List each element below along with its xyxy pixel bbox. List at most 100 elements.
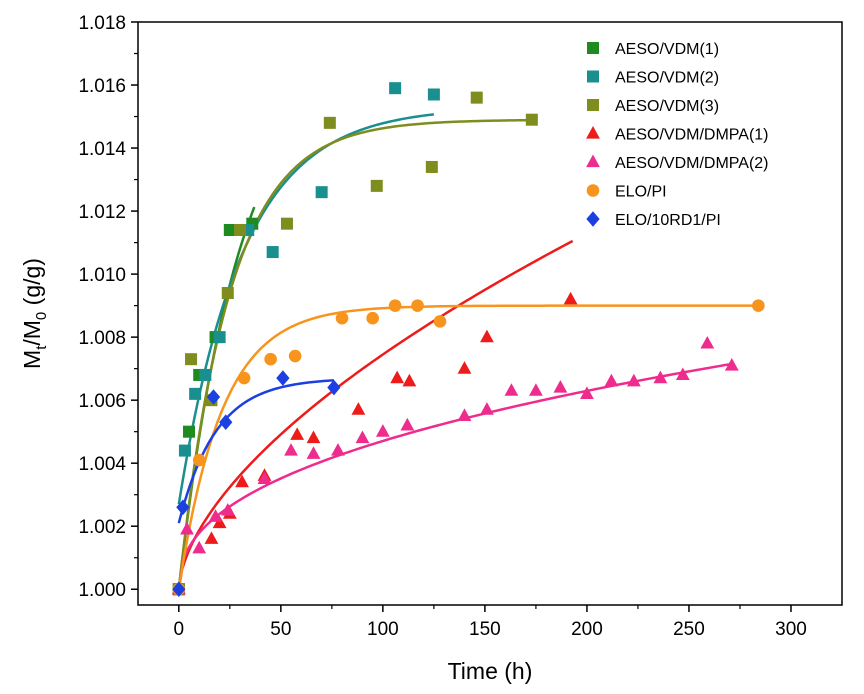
data-point xyxy=(604,373,619,387)
data-point xyxy=(563,291,578,305)
x-axis-title: Time (h) xyxy=(448,658,533,684)
y-tick-label: 1.008 xyxy=(78,328,126,349)
data-point xyxy=(700,335,715,349)
data-point xyxy=(400,417,415,431)
data-point xyxy=(375,424,390,437)
data-point xyxy=(457,361,472,374)
data-point xyxy=(427,88,440,101)
data-point xyxy=(724,357,739,371)
data-point xyxy=(480,329,494,343)
data-point xyxy=(221,287,234,300)
legend-label: AESO/VDM(2) xyxy=(615,70,719,87)
fit-curve xyxy=(177,239,574,590)
data-point xyxy=(178,444,191,457)
data-point xyxy=(335,311,349,325)
legend: AESO/VDM(1) AESO/VDM(2) AESO/VDM(3) AESO/VD… xyxy=(586,41,769,229)
data-point xyxy=(580,386,594,399)
data-point xyxy=(425,160,438,173)
data-point xyxy=(390,370,405,384)
data-point xyxy=(331,443,345,456)
data-point xyxy=(212,515,227,529)
data-point xyxy=(223,223,236,236)
data-point xyxy=(284,443,298,456)
data-point xyxy=(323,116,336,129)
data-point xyxy=(288,349,302,363)
legend-marker xyxy=(586,126,600,139)
data-point xyxy=(480,402,494,415)
data-point xyxy=(235,474,249,488)
plot-frame xyxy=(137,21,843,606)
x-tick-label: 250 xyxy=(673,619,705,640)
y-tick-label: 1.016 xyxy=(78,76,126,97)
data-point xyxy=(219,414,233,431)
y-tick-label: 1.000 xyxy=(78,580,126,601)
y-tick-label: 1.014 xyxy=(78,139,126,160)
x-tick-label: 200 xyxy=(571,619,603,640)
legend-label: AESO/VDM(1) xyxy=(615,41,719,58)
data-point xyxy=(204,531,219,544)
data-point xyxy=(192,540,207,554)
legend-label: ELO/10RD1/PI xyxy=(615,212,721,229)
data-point xyxy=(553,380,568,393)
data-point xyxy=(366,311,379,325)
data-point xyxy=(208,509,223,522)
x-tick-label: 50 xyxy=(270,619,291,640)
data-point xyxy=(290,427,305,440)
data-point xyxy=(389,82,402,95)
y-tick-label: 1.012 xyxy=(78,202,126,223)
x-tick-label: 150 xyxy=(469,619,501,640)
fit-curve xyxy=(177,304,761,590)
data-point xyxy=(525,113,538,126)
y-axis-title-sub-0: 0 xyxy=(33,312,50,320)
data-point xyxy=(280,217,293,230)
data-point xyxy=(199,368,212,381)
data-point xyxy=(351,402,366,415)
data-point xyxy=(327,379,341,396)
y-tick-label: 1.006 xyxy=(78,391,126,412)
data-point xyxy=(183,425,196,438)
y-tick-label: 1.004 xyxy=(78,454,126,475)
data-point xyxy=(266,246,279,259)
data-point xyxy=(306,446,321,459)
data-point xyxy=(653,370,668,384)
plot-area xyxy=(137,21,843,606)
axis-ticks: 0 50 100 150 200 250 300 1.000 1.002 1.004 1.006 1.… xyxy=(78,13,806,640)
y-axis-title-main: M xyxy=(19,350,45,369)
y-tick-label: 1.002 xyxy=(78,517,126,538)
data-point xyxy=(180,521,194,535)
legend-marker xyxy=(587,70,599,83)
data-point xyxy=(176,499,190,516)
data-point xyxy=(752,299,765,312)
data-point xyxy=(237,371,251,385)
data-point xyxy=(220,502,235,516)
data-point xyxy=(529,383,543,396)
fit-curve xyxy=(177,362,735,590)
y-axis-title-sub-t: t xyxy=(33,345,50,350)
legend-marker xyxy=(587,42,599,54)
data-point xyxy=(276,370,290,386)
y-tick-label: 1.010 xyxy=(78,265,126,286)
data-point xyxy=(388,299,402,312)
x-tick-label: 100 xyxy=(367,619,399,640)
data-point xyxy=(626,373,641,387)
legend-marker xyxy=(586,184,600,197)
x-tick-label: 300 xyxy=(775,619,807,640)
legend-label: AESO/VDM(3) xyxy=(615,98,719,115)
fit-curve xyxy=(177,118,532,590)
legend-label: ELO/PI xyxy=(615,184,667,201)
fit-curve xyxy=(177,113,435,505)
y-axis-title: Mt/M0 (g/g) xyxy=(19,258,50,369)
data-point xyxy=(206,389,221,405)
data-point xyxy=(315,186,328,199)
data-point xyxy=(504,383,519,396)
data-points xyxy=(171,82,765,598)
data-point xyxy=(470,91,483,104)
legend-marker xyxy=(586,211,600,227)
legend-marker xyxy=(587,99,599,111)
data-point xyxy=(433,315,447,328)
data-point xyxy=(264,352,277,366)
data-point xyxy=(402,373,417,387)
data-point xyxy=(192,453,206,467)
data-point xyxy=(675,367,690,381)
